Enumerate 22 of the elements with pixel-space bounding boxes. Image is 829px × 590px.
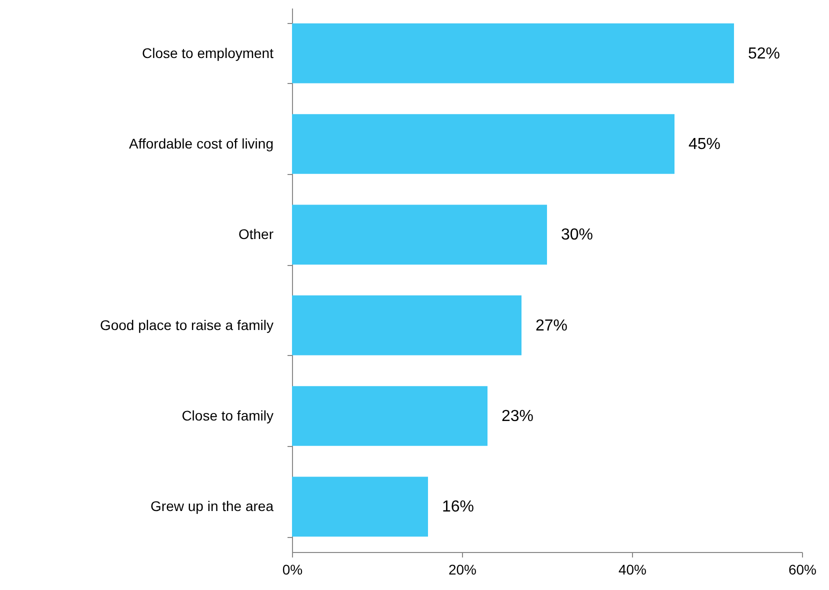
y-tick-label: Other [238,226,274,242]
data-label: 45% [688,136,721,153]
data-label: 30% [561,226,594,244]
data-label: 23% [502,408,534,425]
x-tick-label: 40% [618,562,647,578]
y-tick-label: Good place to raise a family [100,316,274,333]
y-tick-label: Affordable cost of living [129,136,274,152]
x-tick-label: 20% [448,562,477,578]
bar [292,114,674,174]
y-tick-label: Grew up in the area [150,498,274,514]
x-tick-label: 0% [282,562,303,578]
bar [292,204,547,265]
bar [292,386,488,446]
data-label: 52% [748,45,780,62]
data-label: 16% [442,498,474,516]
y-tick-label: Close to employment [142,44,274,61]
bar [292,476,428,537]
data-label: 27% [536,317,568,334]
y-tick-label: Close to family [182,408,274,424]
bar [292,295,522,356]
x-tick-label: 60% [788,562,817,578]
bar [292,23,734,84]
